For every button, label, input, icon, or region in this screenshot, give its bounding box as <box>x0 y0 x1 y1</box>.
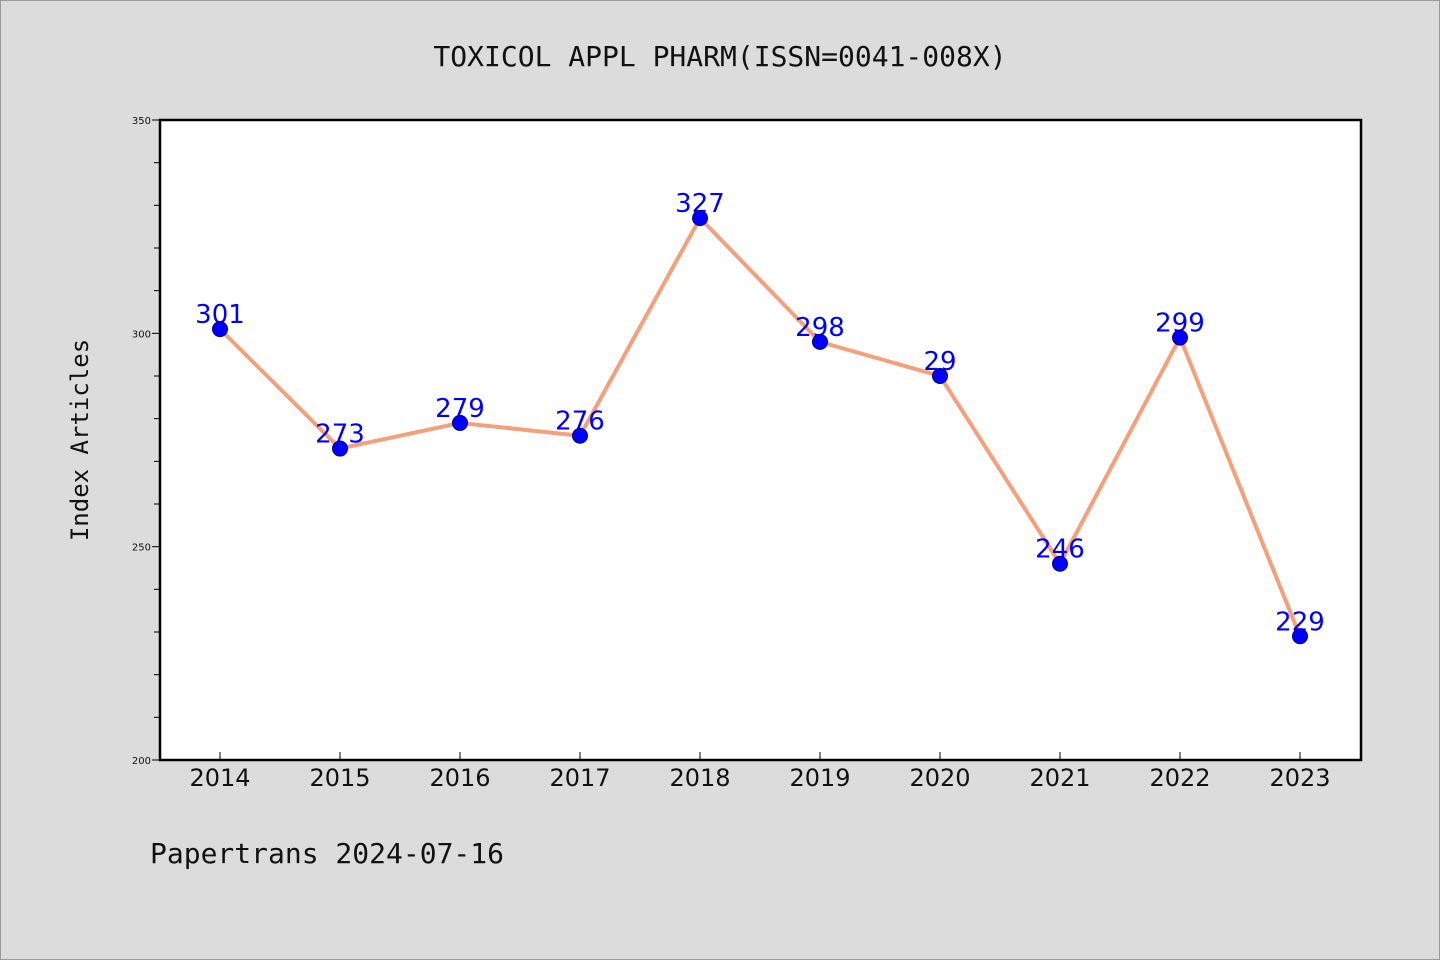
data-point <box>332 440 348 457</box>
data-point <box>212 321 228 338</box>
data-point <box>1052 555 1068 572</box>
x-tick-label: 2016 <box>429 764 490 792</box>
data-point <box>812 333 828 350</box>
data-point <box>692 210 708 227</box>
data-point <box>932 368 948 384</box>
x-tick-label: 2020 <box>909 764 970 792</box>
x-tick-label: 2015 <box>309 764 370 792</box>
y-tick-label: 300 <box>132 329 151 340</box>
chart-title: TOXICOL APPL PHARM(ISSN=0041-008X) <box>433 40 1006 73</box>
data-point <box>1292 628 1308 645</box>
y-axis-label: Index Articles <box>66 339 94 541</box>
plot-area <box>158 118 1363 762</box>
x-tick-label: 2019 <box>789 764 850 792</box>
data-point <box>452 414 468 431</box>
y-tick-label: 350 <box>132 116 151 127</box>
footer-credit: Papertrans 2024-07-16 <box>150 837 504 870</box>
x-tick-label: 2017 <box>549 764 610 792</box>
x-tick-label: 2014 <box>189 764 250 792</box>
x-tick-label: 2018 <box>669 764 730 792</box>
series-line <box>218 216 1302 639</box>
y-tick-label: 200 <box>132 756 151 767</box>
y-axis: 200 250 300 350 <box>132 116 160 767</box>
y-tick-label: 250 <box>132 543 151 554</box>
x-tick-label: 2023 <box>1269 764 1330 792</box>
data-point <box>572 427 588 444</box>
data-point <box>1172 329 1188 346</box>
x-tick-label: 2022 <box>1149 764 1210 792</box>
x-tick-label: 2021 <box>1029 764 1090 792</box>
x-axis: 2014 2015 2016 2017 2018 2019 2020 2021 2022 2023 <box>189 752 1331 792</box>
